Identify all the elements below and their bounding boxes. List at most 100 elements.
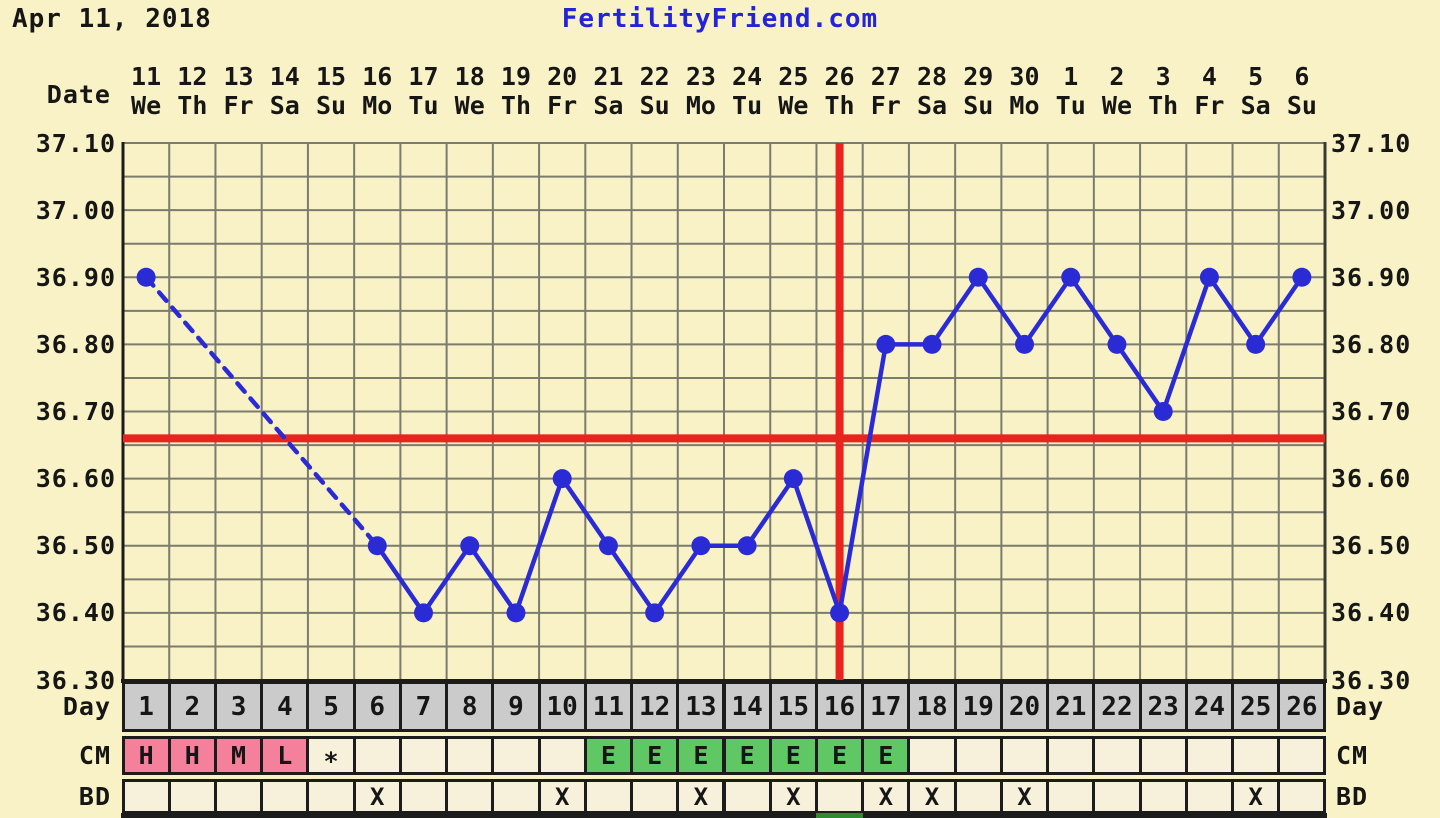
bd-cell-day-21	[1046, 779, 1096, 814]
bd-row-label-right: BD	[1336, 782, 1369, 811]
cm-cell-day-7	[398, 736, 449, 775]
day-cell-day-14[interactable]: 14	[722, 681, 772, 732]
cm-cell-day-24	[1184, 736, 1235, 775]
bd-cell-day-22	[1092, 779, 1142, 814]
day-cell-day-9[interactable]: 9	[491, 681, 541, 732]
weekday-header-cell: Th	[177, 90, 208, 120]
bd-cell-day-15: X	[768, 779, 818, 814]
day-cell-day-8[interactable]: 8	[445, 681, 495, 732]
date-axis-label: Date	[46, 79, 111, 109]
day-cell-day-5[interactable]: 5	[306, 681, 356, 732]
weekday-header-cell: Sa	[916, 90, 948, 120]
y-axis-tick-right: 36.70	[1331, 397, 1412, 426]
temp-point-day-22[interactable]	[1107, 334, 1127, 354]
temp-segment	[837, 342, 889, 616]
temp-point-day-19[interactable]	[968, 267, 988, 287]
weekday-header-cell: Tu	[1055, 90, 1086, 120]
ovulation-line	[835, 143, 844, 680]
temp-point-day-21[interactable]	[1061, 267, 1081, 287]
temp-point-day-13[interactable]	[691, 536, 711, 556]
date-header-cell: 4	[1201, 61, 1217, 91]
bd-cell-day-16	[814, 779, 865, 814]
temp-point-day-8[interactable]	[460, 536, 480, 556]
temp-point-day-24[interactable]	[1199, 267, 1219, 287]
temp-segment	[929, 275, 981, 347]
date-header-cell: 6	[1294, 61, 1310, 91]
day-cell-day-6[interactable]: 6	[352, 681, 402, 732]
day-cell-day-21[interactable]: 21	[1046, 681, 1096, 732]
weekday-header-cell: Mo	[1009, 90, 1040, 120]
cm-cell-day-15: E	[768, 736, 818, 775]
day-cell-day-19[interactable]: 19	[953, 681, 1003, 732]
weekday-header-cell: Sa	[269, 90, 300, 120]
cm-cell-day-9	[491, 736, 541, 775]
weekday-header-cell: We	[1101, 90, 1132, 120]
weekday-header-cell: Fr	[223, 90, 254, 120]
temp-point-day-15[interactable]	[783, 469, 803, 489]
cm-cell-day-2: H	[167, 736, 217, 775]
temp-point-day-12[interactable]	[645, 603, 665, 623]
bd-cell-day-4	[260, 779, 310, 814]
temp-point-day-26[interactable]	[1292, 267, 1312, 287]
day-cell-day-10[interactable]: 10	[537, 681, 587, 732]
temp-point-day-16[interactable]	[830, 603, 850, 623]
temp-point-day-17[interactable]	[876, 334, 896, 354]
date-header-cell: 5	[1248, 61, 1264, 91]
weekday-header-cell: Tu	[732, 90, 763, 120]
cm-cell-day-19	[953, 736, 1003, 775]
day-cell-day-20[interactable]: 20	[999, 681, 1050, 732]
day-cell-day-15[interactable]: 15	[768, 681, 818, 732]
temp-point-day-23[interactable]	[1153, 402, 1173, 421]
bd-row-label-left: BD	[78, 782, 111, 811]
temp-point-day-6[interactable]	[367, 536, 387, 556]
temp-point-day-11[interactable]	[598, 536, 618, 556]
day-cell-day-16[interactable]: 16	[814, 681, 865, 732]
temp-point-day-1[interactable]	[136, 267, 156, 287]
day-cell-day-11[interactable]: 11	[583, 681, 634, 732]
bd-cell-day-19	[953, 779, 1003, 814]
weekday-header-cell: Mo	[685, 90, 716, 120]
temp-point-day-10[interactable]	[552, 469, 572, 489]
day-cell-day-3[interactable]: 3	[213, 681, 264, 732]
day-cell-day-18[interactable]: 18	[907, 681, 957, 732]
temp-point-day-7[interactable]	[414, 603, 433, 623]
day-cell-day-12[interactable]: 12	[630, 681, 680, 732]
temp-point-day-14[interactable]	[737, 536, 757, 556]
temp-point-day-9[interactable]	[506, 603, 526, 623]
temp-point-day-18[interactable]	[922, 334, 942, 354]
day-cell-day-2[interactable]: 2	[167, 681, 217, 732]
day-cell-day-1[interactable]: 1	[121, 681, 171, 732]
temp-segment	[143, 275, 380, 548]
day-cell-day-26[interactable]: 26	[1277, 681, 1327, 732]
bd-cell-day-13: X	[676, 779, 726, 814]
temp-point-day-20[interactable]	[1015, 334, 1034, 354]
bd-cell-day-14	[722, 779, 772, 814]
date-header-cell: 13	[223, 61, 254, 91]
weekday-header-cell: Mo	[362, 90, 393, 120]
day-cell-day-17[interactable]: 17	[861, 681, 911, 732]
cm-cell-day-13: E	[676, 736, 726, 775]
day-cell-day-22[interactable]: 22	[1092, 681, 1142, 732]
temp-point-day-25[interactable]	[1246, 334, 1266, 354]
day-cell-day-25[interactable]: 25	[1231, 681, 1281, 732]
fertilityfriend-site-link[interactable]: FertilityFriend.com	[561, 4, 879, 34]
bd-cell-day-11	[583, 779, 634, 814]
next-row-green-peek	[816, 813, 863, 818]
day-cell-day-24[interactable]: 24	[1184, 681, 1235, 732]
day-cell-day-7[interactable]: 7	[398, 681, 449, 732]
weekday-header-cell: Fr	[547, 90, 578, 120]
date-header-cell: 19	[500, 61, 531, 91]
date-header-cell: 20	[547, 61, 578, 91]
day-cell-day-13[interactable]: 13	[676, 681, 726, 732]
cm-cell-day-23	[1138, 736, 1188, 775]
day-cell-day-23[interactable]: 23	[1138, 681, 1188, 732]
chart-start-date: Apr 11, 2018	[12, 4, 212, 34]
date-header-cell: 27	[870, 61, 901, 91]
date-header-cell: 25	[778, 61, 809, 91]
day-cell-day-4[interactable]: 4	[260, 681, 310, 732]
date-header-cell: 2	[1109, 61, 1125, 91]
cm-cell-day-10	[537, 736, 587, 775]
cm-cell-day-25	[1231, 736, 1281, 775]
temp-segment	[1160, 275, 1212, 414]
